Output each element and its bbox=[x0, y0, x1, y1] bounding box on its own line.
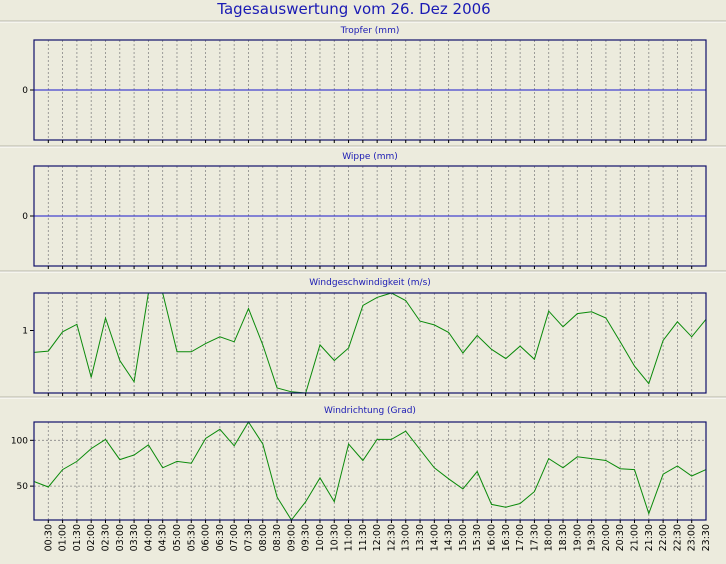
plot-frame bbox=[33, 165, 707, 267]
x-tick-label: 10:30 bbox=[329, 524, 340, 551]
x-tick-label: 05:00 bbox=[172, 524, 183, 551]
x-tick-label: 17:30 bbox=[529, 524, 540, 551]
x-tick-label: 18:30 bbox=[558, 524, 569, 551]
chart-panel: Wippe (mm) 0 bbox=[0, 145, 726, 269]
x-tick-label: 07:00 bbox=[229, 524, 240, 551]
series-line bbox=[33, 421, 707, 521]
x-tick-label: 02:30 bbox=[101, 524, 112, 551]
y-tick-label: 100 bbox=[11, 436, 28, 446]
x-tick-label: 22:30 bbox=[672, 524, 683, 551]
x-tick-label: 09:00 bbox=[286, 524, 297, 551]
x-tick-label: 20:30 bbox=[615, 524, 626, 551]
x-tick-label: 20:00 bbox=[601, 524, 612, 551]
x-tick-label: 10:00 bbox=[315, 524, 326, 551]
x-tick-label: 08:30 bbox=[272, 524, 283, 551]
x-tick-label: 13:30 bbox=[415, 524, 426, 551]
x-tick-label: 22:00 bbox=[658, 524, 669, 551]
x-tick-label: 19:00 bbox=[572, 524, 583, 551]
chart-panel: Tropfer (mm) 0 bbox=[0, 20, 726, 143]
x-tick-label: 08:00 bbox=[258, 524, 269, 551]
x-tick-label: 06:00 bbox=[201, 524, 212, 551]
plot-frame bbox=[33, 39, 707, 141]
main-title: Tagesauswertung vom 26. Dez 2006 bbox=[216, 0, 490, 18]
y-tick-label: 0 bbox=[22, 86, 28, 96]
plot-frame bbox=[33, 292, 707, 394]
x-tick-label: 06:30 bbox=[215, 524, 226, 551]
x-tick-label: 03:30 bbox=[129, 524, 140, 551]
panel-title: Tropfer (mm) bbox=[340, 26, 400, 36]
x-tick-label: 15:00 bbox=[458, 524, 469, 551]
x-tick-label: 03:00 bbox=[115, 524, 126, 551]
chart-panels: Tropfer (mm) 0 Wippe (mm) 0 Windgeschwindigk… bbox=[0, 20, 726, 551]
x-tick-label: 17:00 bbox=[515, 524, 526, 551]
x-tick-label: 14:30 bbox=[444, 524, 455, 551]
panel-title: Windrichtung (Grad) bbox=[324, 406, 416, 416]
y-tick-label: 1 bbox=[22, 327, 28, 337]
x-tick-label: 07:30 bbox=[244, 524, 255, 551]
x-tick-label: 23:30 bbox=[701, 524, 712, 551]
panel-title: Windgeschwindigkeit (m/s) bbox=[309, 278, 431, 288]
x-tick-label: 11:00 bbox=[344, 524, 355, 551]
x-tick-label: 05:30 bbox=[186, 524, 197, 551]
x-tick-label: 01:00 bbox=[58, 524, 69, 551]
x-tick-label: 18:00 bbox=[544, 524, 555, 551]
x-tick-label: 01:30 bbox=[72, 524, 83, 551]
x-tick-label: 14:00 bbox=[429, 524, 440, 551]
x-tick-label: 00:30 bbox=[43, 524, 54, 551]
panel-title: Wippe (mm) bbox=[342, 152, 398, 162]
x-tick-label: 12:30 bbox=[386, 524, 397, 551]
x-tick-label: 02:00 bbox=[86, 524, 97, 551]
x-tick-label: 23:00 bbox=[687, 524, 698, 551]
x-tick-label: 16:00 bbox=[487, 524, 498, 551]
x-tick-label: 09:30 bbox=[301, 524, 312, 551]
chart-panel: Windgeschwindigkeit (m/s) 1 bbox=[0, 270, 726, 396]
x-tick-label: 11:30 bbox=[358, 524, 369, 551]
x-tick-label: 21:00 bbox=[630, 524, 641, 551]
series-line bbox=[33, 292, 707, 394]
x-tick-label: 04:00 bbox=[143, 524, 154, 551]
x-tick-label: 16:30 bbox=[501, 524, 512, 551]
x-tick-label: 19:30 bbox=[587, 524, 598, 551]
y-tick-label: 0 bbox=[22, 212, 28, 222]
x-tick-label: 21:30 bbox=[644, 524, 655, 551]
plot-frame bbox=[33, 421, 707, 521]
y-tick-label: 50 bbox=[17, 482, 29, 492]
x-tick-label: 15:30 bbox=[472, 524, 483, 551]
x-tick-label: 13:00 bbox=[401, 524, 412, 551]
x-tick-label: 04:30 bbox=[158, 524, 169, 551]
x-tick-label: 12:00 bbox=[372, 524, 383, 551]
